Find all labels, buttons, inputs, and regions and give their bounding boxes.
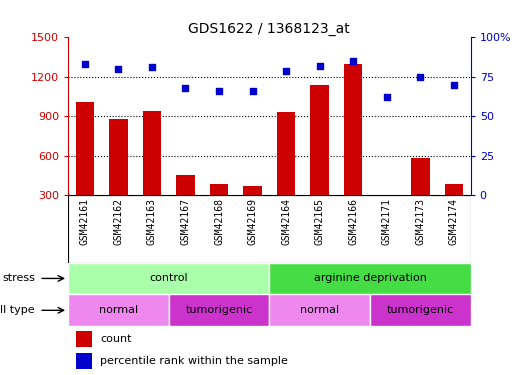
Point: [248, 88, 257, 94]
Text: arginine deprivation: arginine deprivation: [314, 273, 426, 284]
Bar: [269, 262, 471, 294]
Text: GSM42164: GSM42164: [281, 198, 291, 245]
Bar: [411, 158, 429, 195]
Text: control: control: [150, 273, 188, 284]
Text: stress: stress: [2, 273, 35, 284]
Bar: [143, 111, 161, 195]
Bar: [445, 184, 463, 195]
Text: GSM42168: GSM42168: [214, 198, 224, 245]
Text: GSM42171: GSM42171: [382, 198, 392, 245]
Bar: [269, 294, 370, 326]
Bar: [76, 353, 92, 369]
Point: [114, 66, 122, 72]
Bar: [370, 294, 471, 326]
Bar: [277, 112, 295, 195]
Bar: [311, 85, 329, 195]
Text: GSM42167: GSM42167: [180, 198, 190, 245]
Bar: [76, 331, 92, 346]
Text: GSM42174: GSM42174: [449, 198, 459, 245]
Bar: [243, 186, 262, 195]
Point: [416, 74, 425, 80]
Bar: [68, 262, 269, 294]
Bar: [378, 195, 396, 200]
Text: count: count: [100, 334, 132, 344]
Text: tumorigenic: tumorigenic: [185, 305, 253, 315]
Bar: [68, 294, 168, 326]
Text: GSM42163: GSM42163: [147, 198, 157, 245]
Bar: [75, 102, 94, 195]
Bar: [168, 294, 269, 326]
Point: [315, 63, 324, 69]
Text: GSM42169: GSM42169: [247, 198, 257, 245]
Point: [282, 68, 290, 74]
Text: normal: normal: [99, 305, 138, 315]
Point: [349, 58, 357, 64]
Title: GDS1622 / 1368123_at: GDS1622 / 1368123_at: [188, 22, 350, 36]
Point: [215, 88, 223, 94]
Bar: [109, 119, 128, 195]
Point: [147, 64, 156, 70]
Bar: [344, 64, 362, 195]
Text: tumorigenic: tumorigenic: [386, 305, 454, 315]
Text: GSM42173: GSM42173: [415, 198, 425, 245]
Text: GSM42166: GSM42166: [348, 198, 358, 245]
Text: GSM42162: GSM42162: [113, 198, 123, 245]
Text: cell type: cell type: [0, 305, 35, 315]
Bar: [210, 184, 228, 195]
Text: percentile rank within the sample: percentile rank within the sample: [100, 356, 288, 366]
Text: GSM42165: GSM42165: [315, 198, 325, 245]
Bar: [176, 175, 195, 195]
Point: [383, 94, 391, 100]
Point: [181, 85, 190, 91]
Text: GSM42161: GSM42161: [80, 198, 90, 245]
Point: [81, 61, 89, 67]
Point: [450, 82, 458, 88]
Text: normal: normal: [300, 305, 339, 315]
